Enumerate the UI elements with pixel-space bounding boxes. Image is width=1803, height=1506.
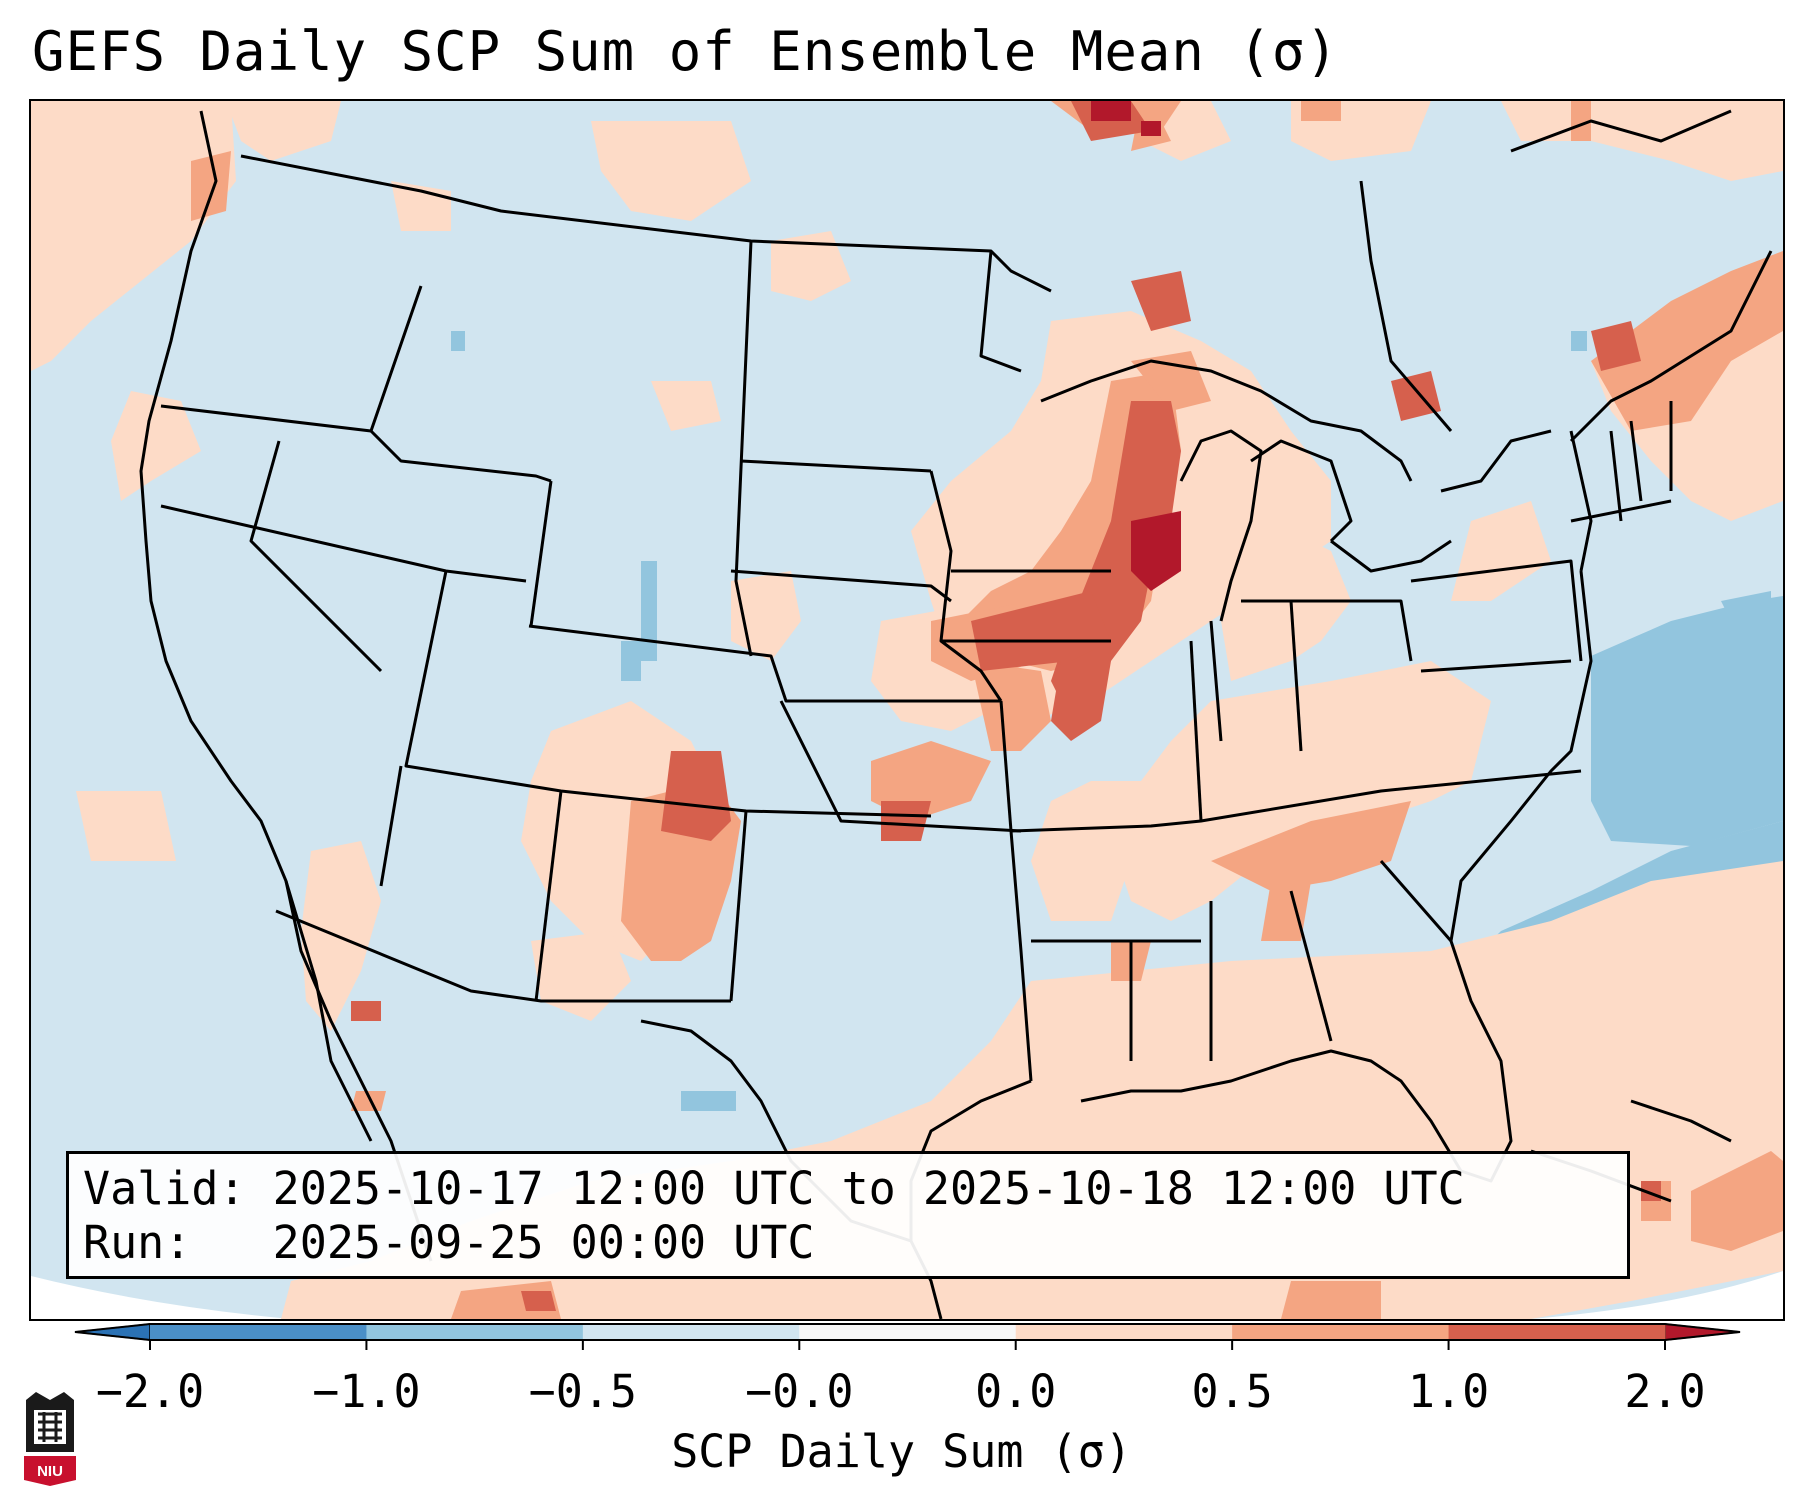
niu-logo: NIU [22,1390,78,1486]
colorbar-tick-label: 2.0 [1624,1365,1706,1418]
colorbar-tick-label: 0.5 [1191,1365,1273,1418]
extreme-positive-areas [1091,101,1181,591]
colorbar-tick-label: −2.0 [95,1365,205,1418]
colorbar-over-arrow [1664,1323,1741,1341]
valid-time-text: Valid: 2025-10-17 12:00 UTC to 2025-10-1… [83,1162,1465,1215]
map-panel[interactable] [29,99,1785,1321]
colorbar-segment [366,1324,584,1340]
colorbar-tick-label: 1.0 [1407,1365,1490,1418]
projection-edge-left [31,1276,291,1319]
colorbar-tick-label: −1.0 [312,1365,421,1418]
validity-info-box: Valid: 2025-10-17 12:00 UTC to 2025-10-1… [66,1151,1630,1279]
colorbar-tick-label: −0.5 [528,1365,638,1418]
logo-text: NIU [37,1463,63,1480]
run-time-text: Run: 2025-09-25 00:00 UTC [83,1216,815,1269]
state-boundaries [139,110,1673,1262]
colorbar-segment [1232,1324,1450,1340]
colorbar-segment [1448,1324,1666,1340]
colorbar-label: SCP Daily Sum (σ) [671,1425,1132,1478]
colorbar-segment [1015,1324,1233,1340]
projection-edge-right [1531,1271,1783,1319]
colorbar-segment [150,1324,367,1340]
colorbar-under-arrow [74,1323,151,1341]
colorbar [0,1320,1803,1374]
map-title: GEFS Daily SCP Sum of Ensemble Mean (σ) [32,20,1339,83]
colorbar-tick-label: 0.0 [975,1365,1057,1418]
colorbar-segment [582,1324,800,1340]
colorbar-segment [799,1324,1017,1340]
colorbar-tick-label: −0.0 [745,1365,854,1418]
